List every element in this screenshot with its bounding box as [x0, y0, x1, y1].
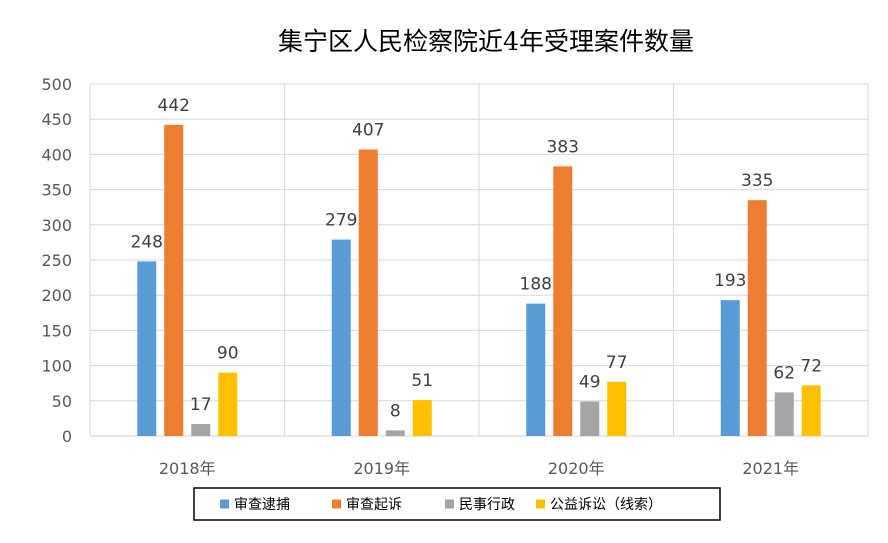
y-tick-label: 250: [41, 251, 72, 270]
bar-3-3: [801, 385, 821, 436]
y-tick-label: 500: [41, 75, 72, 94]
y-tick-label: 300: [41, 216, 72, 235]
bar-1-1: [358, 149, 378, 437]
y-tick-label: 400: [41, 145, 72, 164]
bar-2-3: [607, 381, 627, 436]
y-tick-label: 200: [41, 286, 72, 305]
bar-2-2: [580, 401, 600, 436]
data-label: 335: [741, 171, 773, 191]
bars: [137, 124, 821, 437]
y-tick-label: 450: [41, 110, 72, 129]
legend: 审查逮捕 审查起诉 民事行政 公益诉讼（线索）: [193, 487, 721, 521]
bar-0-2: [191, 424, 211, 436]
x-category-label: 2019年: [353, 459, 410, 478]
bar-0-0: [137, 261, 157, 436]
data-label: 90: [217, 344, 239, 364]
y-tick-label: 150: [41, 321, 72, 340]
bar-1-2: [385, 430, 405, 436]
legend-label: 民事行政: [459, 497, 515, 513]
data-label: 442: [158, 96, 190, 116]
data-label: 407: [352, 120, 384, 140]
bar-3-0: [720, 300, 740, 436]
data-label: 17: [190, 395, 212, 415]
bar-3-2: [774, 392, 794, 436]
chart-title: 集宁区人民检察院近4年受理案件数量: [278, 27, 694, 56]
y-tick-label: 0: [62, 427, 72, 446]
bar-3-1: [747, 200, 767, 436]
y-tick-label: 50: [52, 392, 72, 411]
data-label: 49: [579, 373, 601, 393]
bar-0-3: [218, 372, 238, 436]
x-category-label: 2018年: [159, 459, 216, 478]
data-label: 62: [773, 363, 795, 383]
y-axis: 0 50 100 150 200 250 300 350 400 450 500: [41, 75, 72, 446]
y-tick-label: 100: [41, 357, 72, 376]
x-category-label: 2020年: [548, 459, 605, 478]
data-label: 8: [390, 401, 401, 421]
bar-2-0: [526, 303, 546, 436]
legend-label: 公益诉讼（线索）: [550, 496, 662, 513]
bar-1-0: [331, 239, 351, 436]
legend-swatch: [332, 499, 341, 509]
data-label: 383: [547, 137, 579, 157]
legend-box: [193, 487, 721, 521]
x-axis: 2018年 2019年 2020年 2021年: [159, 459, 799, 478]
legend-swatch: [220, 499, 229, 509]
data-label: 279: [325, 211, 357, 231]
data-label: 188: [520, 275, 552, 295]
bar-2-1: [553, 166, 573, 437]
data-label: 77: [606, 353, 628, 373]
bar-1-3: [412, 400, 432, 436]
legend-swatch: [445, 499, 454, 509]
y-tick-label: 350: [41, 181, 72, 200]
data-label: 51: [411, 371, 433, 391]
bar-0-1: [164, 124, 184, 436]
data-label: 72: [800, 356, 822, 376]
x-category-label: 2021年: [742, 459, 799, 478]
legend-swatch: [536, 499, 545, 509]
data-label: 193: [714, 271, 746, 291]
legend-label: 审查逮捕: [234, 497, 290, 513]
legend-label: 审查起诉: [346, 497, 402, 513]
gridlines: [89, 83, 869, 437]
data-label: 248: [131, 232, 163, 252]
